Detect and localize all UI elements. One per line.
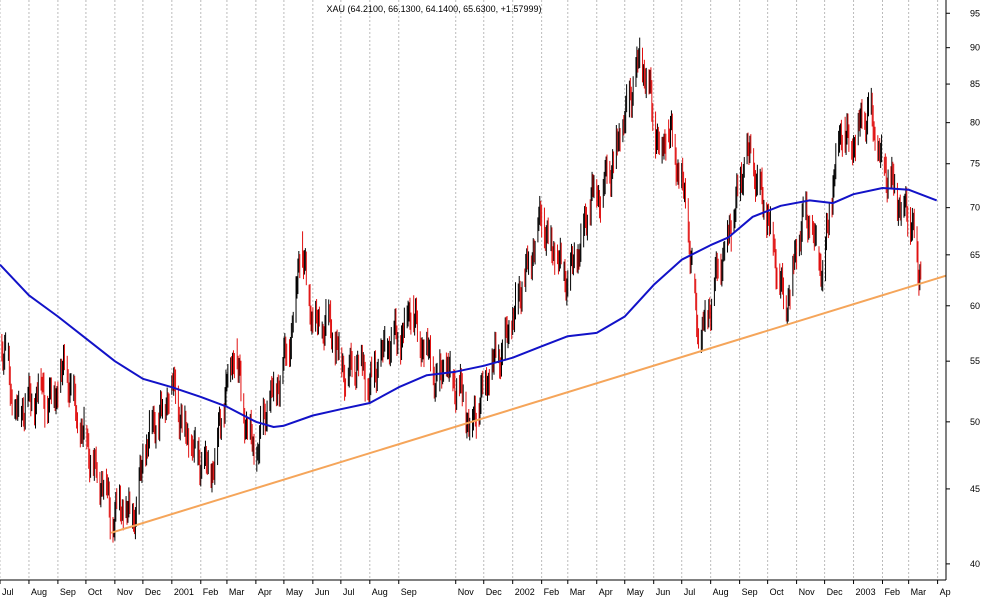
x-tick-label: Aug [31, 587, 47, 597]
x-tick-label: Mar [911, 587, 927, 597]
x-tick-label: Ap [940, 587, 951, 597]
x-tick-label: Nov [458, 587, 475, 597]
x-tick-label: Sep [742, 587, 758, 597]
x-tick-label: May [627, 587, 645, 597]
x-tick-label: Feb [544, 587, 560, 597]
x-tick-label: Sep [401, 587, 417, 597]
x-tick-label: Aug [713, 587, 729, 597]
x-tick-label: Feb [884, 587, 900, 597]
x-tick-label: Apr [258, 587, 272, 597]
y-tick-label: 85 [970, 79, 980, 89]
ohlc-bars [1, 37, 922, 543]
x-tick-label: Jun [315, 587, 330, 597]
y-tick-label: 55 [970, 356, 980, 366]
y-tick-label: 40 [970, 559, 980, 569]
x-tick-label: Jul [343, 587, 355, 597]
trend-line [110, 274, 947, 534]
y-tick-label: 45 [970, 484, 980, 494]
x-tick-label: Nov [799, 587, 816, 597]
chart-title: XAU (64.2100, 66.1300, 64.1400, 65.6300,… [327, 4, 542, 14]
y-tick-label: 95 [970, 8, 980, 18]
x-tick-label: Dec [486, 587, 503, 597]
y-axis-ticks: 40 45 50 55 60 65 70 75 80 85 90 95 [946, 8, 980, 569]
overlay-lines [0, 187, 947, 534]
y-tick-label: 90 [970, 43, 980, 53]
x-tick-label: Sep [60, 587, 76, 597]
x-tick-label: Aug [372, 587, 388, 597]
x-tick-label: Dec [145, 587, 162, 597]
x-tick-label: Oct [770, 587, 785, 597]
y-tick-label: 65 [970, 250, 980, 260]
x-tick-label: Mar [570, 587, 586, 597]
x-tick-label: Mar [229, 587, 245, 597]
y-tick-label: 80 [970, 118, 980, 128]
y-tick-label: 70 [970, 203, 980, 213]
x-tick-label: May [286, 587, 304, 597]
moving-average-line [0, 187, 938, 428]
x-tick-label: 2003 [856, 587, 876, 597]
x-tick-label: Nov [117, 587, 134, 597]
x-tick-label: 2002 [515, 587, 535, 597]
y-tick-label: 60 [970, 301, 980, 311]
y-tick-label: 50 [970, 417, 980, 427]
y-tick-label: 75 [970, 159, 980, 169]
x-axis-ticks: Jul Aug Sep Oct Nov Dec 2001 Feb Mar Apr May Jun Jul… [0, 580, 951, 597]
x-tick-label: Oct [88, 587, 103, 597]
x-tick-label: Feb [203, 587, 219, 597]
x-tick-label: 2001 [174, 587, 194, 597]
x-tick-label: Jul [2, 587, 14, 597]
x-tick-label: Dec [827, 587, 844, 597]
x-tick-label: Jul [684, 587, 696, 597]
x-tick-label: Jun [656, 587, 671, 597]
x-tick-label: Apr [599, 587, 613, 597]
